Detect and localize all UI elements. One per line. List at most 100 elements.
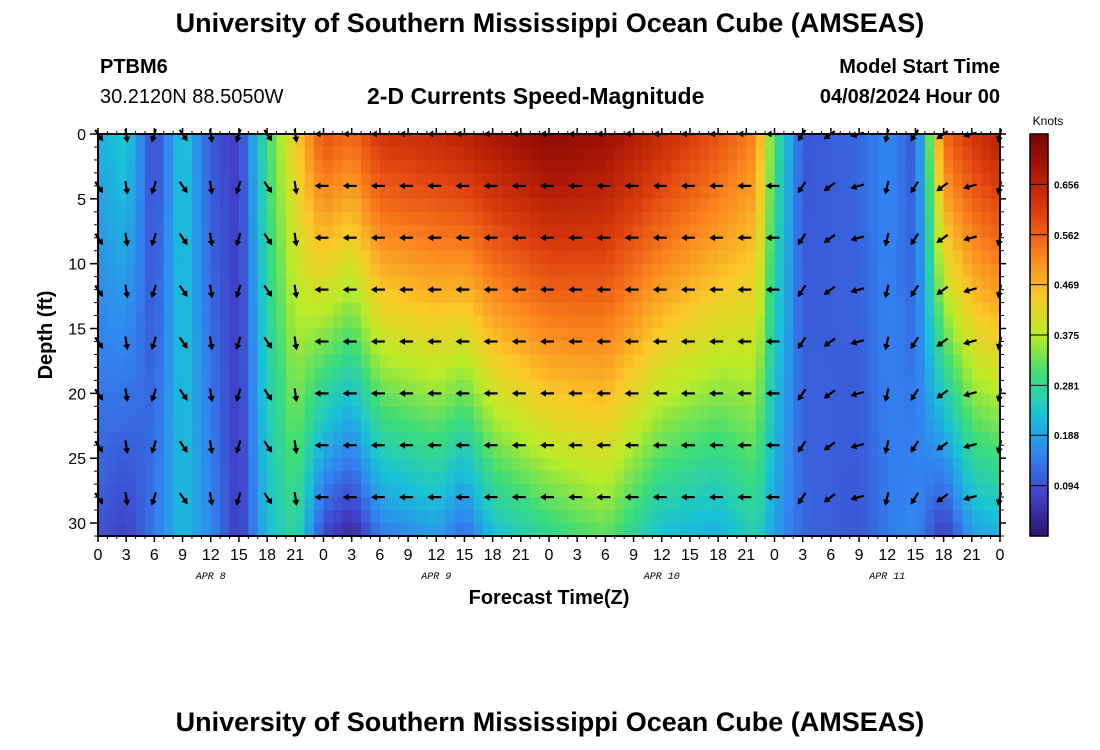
heatmap-cell [887,510,898,524]
current-arrow-head [511,234,518,242]
heatmap-cell [436,484,447,498]
current-arrow-head [399,389,406,397]
heatmap-cell [220,198,231,213]
heatmap-cell [896,328,907,343]
heatmap-cell [934,250,945,265]
heatmap-cell [689,484,700,498]
heatmap-cell [511,393,522,407]
current-arrow-head [624,286,631,294]
heatmap-cell [990,328,1001,343]
heatmap-cell [859,211,870,226]
heatmap-cell [210,341,221,356]
heatmap-cell [577,146,588,161]
heatmap-cell [173,484,184,498]
heatmap-cell [689,250,700,265]
heatmap-cell [943,380,954,394]
heatmap-cell [295,432,306,446]
heatmap-cell [699,510,710,524]
heatmap-cell [530,367,541,381]
heatmap-cell [220,471,231,485]
date-label: APR 8 [195,572,226,583]
heatmap-cell [652,250,663,265]
heatmap-cell [549,198,559,213]
heatmap-cell [483,393,494,407]
current-arrow-head [455,441,462,449]
heatmap-cell [511,471,522,485]
heatmap-cell [586,380,597,394]
heatmap-cell [849,510,860,524]
heatmap-cell [774,250,785,265]
heatmap-cell [163,224,174,239]
heatmap-cell [783,159,794,174]
heatmap-cell [708,510,719,524]
heatmap-cell [727,224,738,239]
heatmap-cell [746,146,757,161]
current-arrow-head [123,499,131,506]
heatmap-cell [116,185,127,200]
heatmap-cell [182,380,193,394]
heatmap-cell [116,458,127,472]
current-arrow-head [797,445,804,453]
heatmap-cell [314,237,325,252]
heatmap-cell [642,367,653,381]
heatmap-cell [680,224,691,239]
heatmap-cell [736,250,747,265]
colorbar-segment [1030,318,1048,324]
current-arrow-head [399,286,406,294]
heatmap-cell [727,185,738,200]
heatmap-cell [229,224,240,239]
heatmap-cell [332,302,343,317]
current-arrow-head [399,441,406,449]
heatmap-cell [680,250,691,265]
heatmap-cell [351,484,362,498]
heatmap-cell [567,289,578,304]
heatmap-cell [107,471,118,485]
heatmap-cell [201,172,212,187]
heatmap-cell [971,328,982,343]
heatmap-cell [483,185,494,200]
current-arrow-head [427,182,434,190]
heatmap-cell [191,211,202,226]
colorbar-segment [1030,242,1048,248]
heatmap-cell [633,250,644,265]
heatmap-cell [661,393,672,407]
heatmap-cell [379,380,390,394]
x-tick-label: 6 [601,547,610,564]
heatmap-cell [624,211,635,226]
heatmap-cell [567,224,578,239]
heatmap-cell [849,198,860,213]
heatmap-cell [906,302,917,317]
heatmap-cell [793,471,804,485]
heatmap-cell [990,237,1001,252]
current-arrow [234,232,242,247]
heatmap-cell [802,159,813,174]
heatmap-cell [520,458,531,472]
heatmap-cell [661,134,672,148]
heatmap-cell [445,289,456,304]
current-arrow [314,182,329,190]
heatmap-cell [718,198,729,213]
heatmap-cell [633,224,644,239]
heatmap-cell [727,315,738,330]
colorbar-segment [1030,270,1048,276]
current-arrow [455,493,470,501]
heatmap-cell [793,224,804,239]
heatmap-cell [671,134,682,148]
heatmap-cell [389,159,400,174]
heatmap-cell [774,185,785,200]
heatmap-cell [840,367,851,381]
heatmap-cell [173,159,184,174]
heatmap-cell [154,419,165,433]
heatmap-cell [285,276,296,291]
heatmap-cell [154,523,165,537]
current-arrow [483,234,498,242]
heatmap-cell [877,510,888,524]
heatmap-cell [238,276,249,291]
heatmap-cell [567,510,578,524]
heatmap-cell [154,458,165,472]
heatmap-cell [549,276,559,291]
heatmap-cell [455,250,466,265]
colorbar-segment [1030,238,1048,244]
heatmap-cell [257,471,268,485]
current-arrow-head [568,389,575,397]
